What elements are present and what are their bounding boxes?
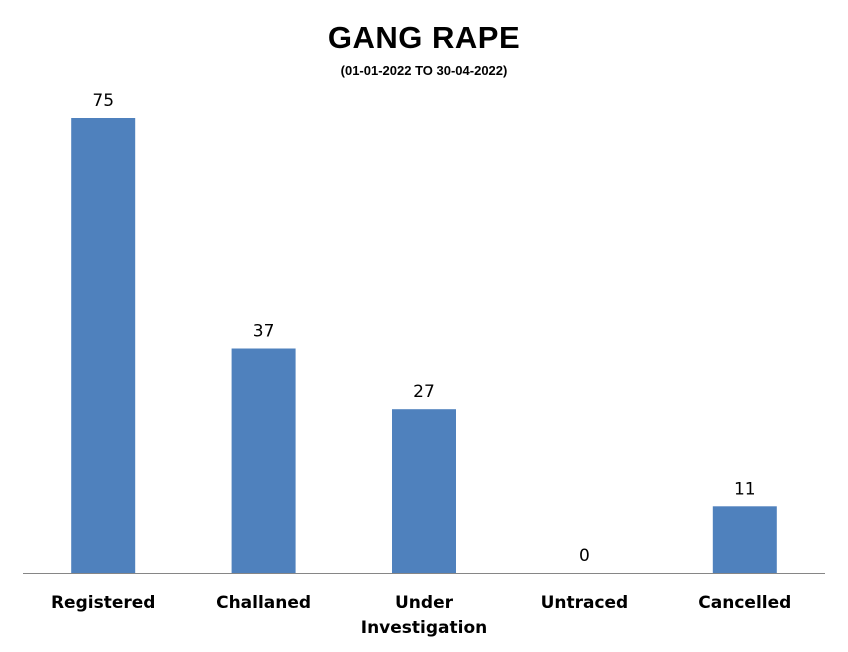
bar-under-investigation — [392, 409, 456, 573]
category-label: Challaned — [216, 593, 311, 613]
bar-cancelled — [712, 506, 777, 573]
data-label: 11 — [734, 479, 756, 499]
category-label: Registered — [51, 593, 155, 613]
bar-registered — [71, 118, 136, 573]
category-label: Cancelled — [698, 593, 791, 613]
data-label: 75 — [92, 91, 114, 111]
data-label: 27 — [413, 382, 435, 402]
chart-title: GANG RAPE — [327, 20, 521, 55]
data-label: 0 — [579, 546, 590, 566]
chart-subtitle: (01-01-2022 TO 30-04-2022) — [340, 63, 508, 78]
category-label: Investigation — [361, 618, 488, 638]
category-label: Under — [395, 593, 454, 613]
data-label: 37 — [253, 322, 275, 342]
bar-challaned — [231, 348, 296, 573]
category-label: Untraced — [541, 593, 629, 613]
